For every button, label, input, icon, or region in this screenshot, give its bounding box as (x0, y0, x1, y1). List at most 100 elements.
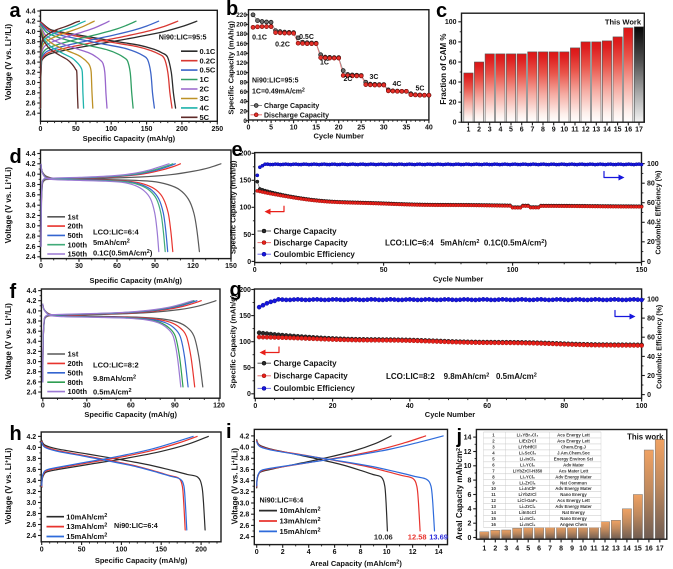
svg-text:Cycle Number: Cycle Number (433, 275, 484, 284)
svg-text:Li₂ZrCl₆: Li₂ZrCl₆ (519, 504, 535, 509)
svg-text:Specific Capacity (mAh/g): Specific Capacity (mAh/g) (229, 294, 238, 388)
svg-text:0.5C: 0.5C (299, 34, 314, 41)
svg-text:20th: 20th (68, 222, 84, 231)
svg-text:0.5C: 0.5C (200, 66, 216, 75)
svg-text:Adv Mater: Adv Mater (563, 462, 584, 467)
svg-text:100: 100 (647, 161, 659, 168)
svg-text:LCO:LIC=6:4: LCO:LIC=6:4 (93, 228, 139, 237)
svg-text:1: 1 (482, 546, 486, 553)
svg-text:8: 8 (492, 474, 495, 479)
svg-text:0: 0 (253, 403, 257, 410)
svg-text:100: 100 (116, 546, 128, 553)
svg-text:Nat Commun: Nat Commun (560, 480, 587, 485)
svg-text:7: 7 (548, 546, 552, 553)
svg-text:14: 14 (435, 549, 443, 556)
svg-text:40: 40 (449, 79, 457, 86)
svg-text:Fraction of CAM %: Fraction of CAM % (439, 33, 448, 104)
svg-text:6: 6 (537, 546, 541, 553)
svg-text:4C: 4C (200, 104, 210, 113)
svg-text:10mAh/cm2: 10mAh/cm2 (280, 506, 321, 515)
svg-text:80: 80 (449, 39, 457, 46)
svg-text:6: 6 (520, 127, 524, 134)
svg-text:3.6: 3.6 (26, 467, 36, 474)
svg-text:Specific Capacity (mAh/g): Specific Capacity (mAh/g) (95, 556, 188, 565)
svg-text:5: 5 (509, 127, 513, 134)
svg-text:2.8: 2.8 (27, 369, 37, 376)
svg-text:50: 50 (380, 267, 388, 274)
svg-text:0: 0 (247, 125, 251, 132)
svg-text:1st: 1st (68, 212, 79, 221)
svg-text:h: h (10, 423, 22, 445)
svg-text:3.2: 3.2 (26, 213, 36, 220)
svg-text:9: 9 (570, 546, 574, 553)
svg-text:60: 60 (483, 403, 491, 410)
svg-text:Acs Mater Lett: Acs Mater Lett (559, 468, 589, 473)
svg-text:LiYbHfCl: LiYbHfCl (518, 444, 536, 449)
svg-text:3: 3 (504, 546, 508, 553)
svg-text:4: 4 (498, 127, 502, 134)
svg-text:LCO:LIC=8:2: LCO:LIC=8:2 (93, 361, 139, 370)
svg-text:13: 13 (592, 127, 600, 134)
svg-text:Areal Capacity (mAh/cm2): Areal Capacity (mAh/cm2) (310, 559, 402, 568)
svg-text:16: 16 (624, 127, 632, 134)
svg-text:200: 200 (176, 126, 188, 133)
svg-text:200: 200 (195, 546, 207, 553)
svg-text:3.8: 3.8 (26, 39, 36, 46)
svg-text:11: 11 (491, 492, 496, 497)
svg-text:150: 150 (155, 546, 167, 553)
svg-text:30: 30 (380, 125, 388, 132)
svg-text:Specific Capacity (mAh/g): Specific Capacity (mAh/g) (229, 160, 238, 254)
svg-text:5: 5 (492, 456, 495, 461)
svg-text:60: 60 (113, 263, 121, 270)
svg-text:Chem.Eng.J: Chem.Eng.J (561, 444, 586, 449)
svg-text:LCO:LIC=8:2 9.8mAh/cm2 0.: LCO:LIC=8:2 9.8mAh/cm2 0.5mA/cm2 (386, 372, 537, 381)
svg-text:4.2: 4.2 (26, 161, 36, 168)
svg-text:50th: 50th (68, 368, 84, 377)
svg-text:120: 120 (187, 263, 199, 270)
svg-text:50th: 50th (68, 231, 84, 240)
svg-text:50: 50 (72, 126, 80, 133)
svg-text:4.0: 4.0 (26, 29, 36, 36)
svg-text:0: 0 (647, 259, 651, 266)
svg-text:11: 11 (590, 546, 598, 553)
svg-text:14: 14 (623, 546, 631, 553)
svg-text:Charge Capacity: Charge Capacity (274, 359, 338, 368)
svg-text:12: 12 (582, 127, 590, 134)
svg-text:Adv Energy Mater: Adv Energy Mater (555, 504, 592, 509)
svg-text:Li₃ScCl₆: Li₃ScCl₆ (519, 450, 536, 455)
svg-text:Areal Capacity mAh/cm2: Areal Capacity mAh/cm2 (455, 448, 464, 540)
svg-text:c: c (436, 0, 447, 22)
svg-text:0: 0 (253, 267, 257, 274)
svg-text:4.4: 4.4 (27, 288, 37, 295)
svg-text:4.4: 4.4 (26, 8, 36, 15)
svg-text:3.0: 3.0 (26, 80, 36, 87)
svg-text:3.6: 3.6 (27, 329, 37, 336)
svg-text:8: 8 (359, 549, 363, 556)
svg-text:0.2C: 0.2C (275, 42, 290, 49)
svg-text:4.0: 4.0 (240, 445, 250, 452)
svg-text:8: 8 (559, 546, 563, 553)
svg-text:1: 1 (492, 433, 495, 438)
svg-text:9.8mAh/cm2: 9.8mAh/cm2 (93, 374, 136, 383)
svg-text:This work: This work (627, 433, 664, 442)
svg-text:j: j (456, 426, 463, 448)
svg-text:60: 60 (127, 403, 135, 410)
svg-text:15: 15 (491, 516, 496, 521)
svg-text:Coulombic Efficiency: Coulombic Efficiency (274, 250, 356, 259)
svg-text:100: 100 (636, 403, 648, 410)
svg-text:3.6: 3.6 (240, 467, 250, 474)
svg-text:3.0: 3.0 (240, 500, 250, 507)
svg-text:20: 20 (329, 403, 337, 410)
svg-text:3.8: 3.8 (26, 456, 36, 463)
svg-text:2.4: 2.4 (26, 533, 36, 540)
svg-text:2: 2 (477, 127, 481, 134)
svg-text:Adv Energy Mater: Adv Energy Mater (555, 474, 592, 479)
svg-text:3C: 3C (200, 94, 210, 103)
svg-text:2.6: 2.6 (26, 244, 36, 251)
svg-text:2C: 2C (344, 76, 353, 83)
svg-text:13mAh/cm2: 13mAh/cm2 (66, 522, 107, 531)
svg-text:3.0: 3.0 (26, 223, 36, 230)
svg-text:11: 11 (571, 127, 579, 134)
svg-text:J.Am.Chem.Soc: J.Am.Chem.Soc (557, 450, 590, 455)
svg-text:10: 10 (491, 486, 496, 491)
